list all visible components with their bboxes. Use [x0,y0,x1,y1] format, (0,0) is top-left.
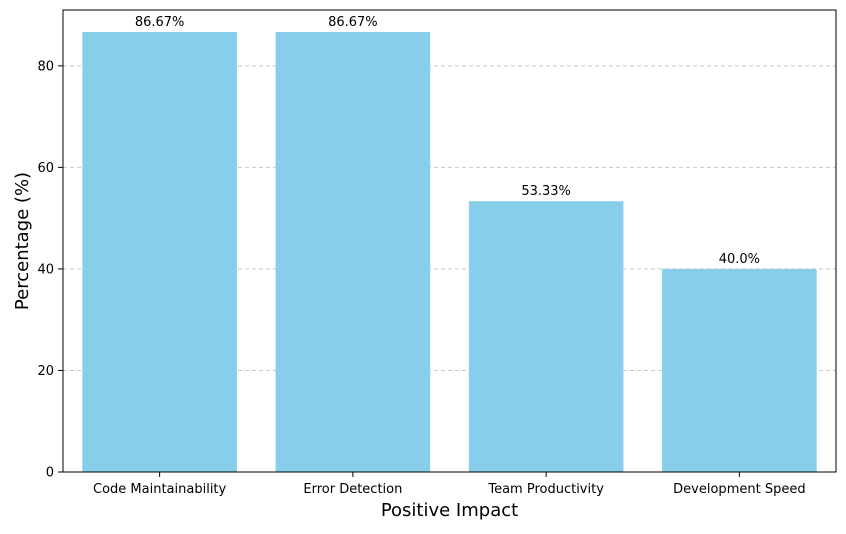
x-tick-label: Team Productivity [487,482,604,497]
y-tick-label: 80 [37,59,54,74]
y-tick-label: 60 [37,161,54,176]
plot-frame [62,9,837,473]
y-tick-label: 20 [37,364,54,379]
bar-value-label: 86.67% [328,15,378,30]
y-tick-label: 0 [46,466,54,481]
bar [662,268,817,472]
bar-value-label: 40.0% [719,252,760,267]
x-tick-label: Code Maintainability [93,482,227,497]
bar [275,31,431,473]
axis-ticks: 0 20 40 60 80 Code Maintainability Error Detec… [37,59,805,497]
bar [468,201,624,473]
bar-value-label: 53.33% [521,184,571,199]
y-axis-label: Percentage (%) [12,172,33,310]
x-axis-label: Positive Impact [381,500,518,521]
bars [82,31,817,473]
data-labels: 86.67% 86.67% 53.33% 40.0% [135,15,760,267]
x-tick-label: Development Speed [673,482,805,497]
y-tick-label: 40 [37,262,54,277]
x-tick-label: Error Detection [303,482,402,497]
bar [82,31,237,473]
bar-value-label: 86.67% [135,15,185,30]
